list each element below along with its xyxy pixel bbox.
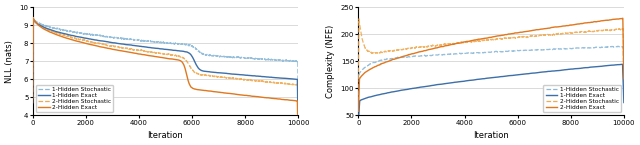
Y-axis label: NLL (nats): NLL (nats)	[5, 40, 14, 83]
Legend: 1-Hidden Stochastic, 1-Hidden Exact, 2-Hidden Stochastic, 2-Hidden Exact: 1-Hidden Stochastic, 1-Hidden Exact, 2-H…	[35, 85, 113, 113]
X-axis label: Iteration: Iteration	[147, 131, 183, 140]
X-axis label: Iteration: Iteration	[473, 131, 509, 140]
Legend: 1-Hidden Stochastic, 1-Hidden Exact, 2-Hidden Stochastic, 2-Hidden Exact: 1-Hidden Stochastic, 1-Hidden Exact, 2-H…	[543, 85, 621, 113]
Y-axis label: Complexity (NFE): Complexity (NFE)	[326, 25, 335, 98]
